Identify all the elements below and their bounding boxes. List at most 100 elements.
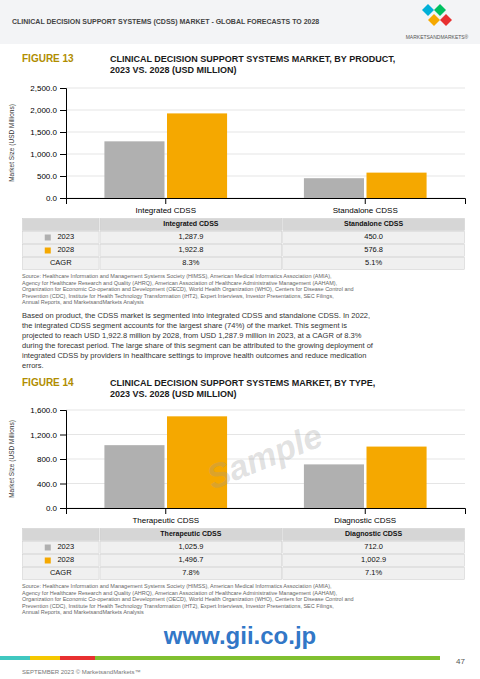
table-cell [23,245,100,257]
grid [66,88,465,198]
bar-series [104,141,364,198]
x-axis-line [67,509,466,515]
source-text-line: Annual Reports, and MarketsandMarkets An… [22,299,144,305]
grid-line [66,88,465,89]
table-cagr-label: CAGR [50,258,72,267]
y-tick-label: 500.0 [37,172,58,181]
y-tick-label: 1,600.0 [30,406,57,415]
y-tick: 1,500.0 [30,128,66,137]
page: CLINICAL DECISION SUPPORT SYSTEMS (CDSS)… [0,0,480,679]
table-header: Standalone CDSS [344,220,403,227]
table-cagr: 8.3% [182,258,199,267]
y-axis-title: Market Size (USD Millions) [8,420,16,498]
body-text-line: integrated CDSS by providers in healthca… [22,351,366,360]
table-cagr: 7.1% [365,568,382,577]
table-cagr: 5.1% [365,258,382,267]
x-axis: Therapeutic CDSSDiagnostic CDSS [67,508,466,525]
table-cell [23,542,100,554]
y-tick-mark [60,459,66,460]
footer-bar [0,656,30,660]
table-cell [100,232,282,244]
y-tick-label: 400.0 [37,480,58,489]
y-tick: 800.0 [37,455,66,464]
chart-title-line: 2023 VS. 2028 (USD MILLION) [110,65,237,75]
y-tick-mark [60,176,66,177]
bars [104,113,426,198]
table-cell [100,245,282,257]
x-tick-label: Standalone CDSS [333,206,398,215]
page-number: 47 [456,657,465,666]
table-cell [23,219,100,231]
chart-title-line: CLINICAL DECISION SUPPORT SYSTEMS MARKET… [110,378,375,388]
table-series-name: 2023 [57,542,74,551]
table-cell [283,542,465,554]
site-mark: www.gii.co.jp [163,622,316,649]
bar-series [167,113,427,198]
table-value: 1,287.9 [178,232,203,241]
y-tick-mark [60,508,66,509]
table-cell [283,555,465,567]
table-value: 1,496.7 [178,555,203,564]
watermark: Sample [201,416,327,497]
table-series-name: 2028 [57,245,74,254]
source-text-line: Organization for Economic Co-operation a… [22,286,354,292]
table-series-name: 2023 [57,232,74,241]
bar [167,113,227,198]
bar [367,173,427,198]
y-tick-mark [60,435,66,436]
logo-diamond [440,14,452,26]
source-text-line: Source: Healthcare Information and Manag… [22,273,332,279]
bar [304,178,364,198]
x-tick: Standalone CDSS [333,198,398,215]
figure: FIGURE 14CLINICAL DECISION SUPPORT SYSTE… [8,377,466,615]
bar-series [167,416,427,508]
y-tick: 0.0 [46,504,66,513]
source-text-line: Prevention (CDC), Institute for Health T… [22,603,334,609]
y-tick: 0.0 [46,194,66,203]
source-text-line: Source: Healthcare Information and Manag… [22,583,332,589]
x-tick: Integrated CDSS [136,198,196,215]
y-axis-line [60,89,67,199]
table-cagr-label: CAGR [50,568,72,577]
y-tick-label: 1,500.0 [30,128,57,137]
chart-title-line: CLINICAL DECISION SUPPORT SYSTEMS MARKET… [110,54,395,64]
chart-title-line: 2023 VS. 2028 (USD MILLION) [110,389,237,399]
data-table: Integrated CDSSStandalone CDSS20231,287.… [23,219,465,270]
table-swatch [45,235,51,241]
body-text-line: errors. [22,361,44,370]
source-text: Source: Healthcare Information and Manag… [22,583,354,615]
header-band [0,0,480,44]
y-tick: 2,000.0 [30,106,66,115]
table-cell [100,568,282,580]
y-tick-mark [60,154,66,155]
table-header: Diagnostic CDSS [345,530,403,538]
table-cell [283,232,465,244]
y-axis: 0.0400.0800.01,200.01,600.0 [30,406,66,513]
table-value: 712.0 [364,542,383,551]
y-axis: 0.0500.01,000.01,500.02,000.02,500.0 [30,84,66,203]
y-tick-mark [60,88,66,89]
table-cell [100,529,282,541]
bar [367,447,427,508]
y-tick-label: 0.0 [46,504,58,513]
x-tick-mark [365,508,366,514]
source-text: Source: Healthcare Information and Manag… [22,273,354,305]
logo-diamond [422,4,434,16]
x-tick: Therapeutic CDSS [132,508,199,525]
y-axis-title: Market Size (USD Millions) [8,104,16,182]
x-axis-line [67,199,466,205]
y-tick: 400.0 [37,480,66,489]
table-value: 450.0 [364,232,383,241]
body-text-line: projected to reach USD 1,922.8 million b… [22,331,362,340]
source-text-line: Prevention (CDC), Institute for Health T… [22,293,334,299]
grid-line [66,410,465,411]
table-cell [283,245,465,257]
table-cell [23,529,100,541]
y-tick-label: 2,500.0 [30,84,57,93]
body-text-line: the integrated CDSS segment accounts for… [22,321,347,330]
y-tick-mark [60,132,66,133]
y-tick-mark [60,410,66,411]
table-cell [283,529,465,541]
logo-diamond [434,4,446,16]
x-axis: Integrated CDSS Standalone CDSS [67,198,466,215]
